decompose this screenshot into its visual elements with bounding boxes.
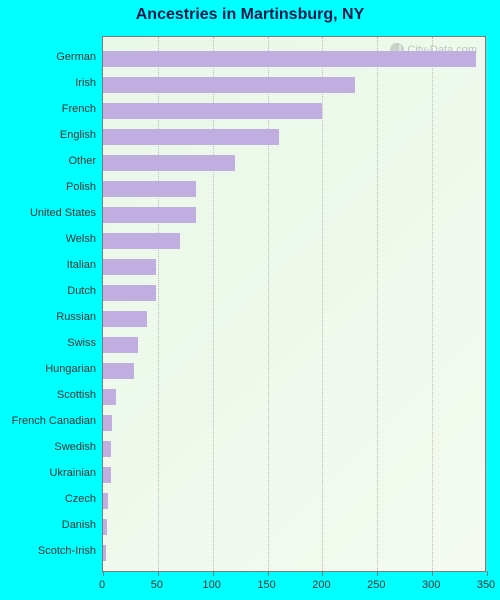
y-axis-label: United States [0, 207, 96, 219]
plot-wrap: City-Data.com 050100150200250300350 [102, 36, 486, 572]
gridline [487, 37, 488, 571]
y-axis-label: French [0, 103, 96, 115]
x-tick [213, 571, 214, 576]
bar [103, 519, 107, 535]
y-axis-label: Polish [0, 181, 96, 193]
bar [103, 103, 322, 119]
bar [103, 337, 138, 353]
x-tick [268, 571, 269, 576]
bar [103, 207, 196, 223]
y-axis-label: Scottish [0, 389, 96, 401]
y-axis-label: Danish [0, 519, 96, 531]
bar [103, 545, 106, 561]
y-axis-label: Other [0, 155, 96, 167]
x-axis-label: 150 [257, 579, 275, 591]
y-axis-label: Czech [0, 493, 96, 505]
bar [103, 311, 147, 327]
y-axis-label: Irish [0, 77, 96, 89]
y-axis-label: Hungarian [0, 363, 96, 375]
x-tick [103, 571, 104, 576]
x-tick [158, 571, 159, 576]
bar [103, 389, 116, 405]
x-tick [377, 571, 378, 576]
gridline [322, 37, 323, 571]
y-axis-label: Ukrainian [0, 467, 96, 479]
gridline [432, 37, 433, 571]
bar [103, 259, 156, 275]
bar [103, 155, 235, 171]
bar [103, 285, 156, 301]
bar [103, 441, 111, 457]
chart-container: Ancestries in Martinsburg, NY City-Data.… [0, 0, 500, 600]
bar [103, 233, 180, 249]
y-axis-label: Swiss [0, 337, 96, 349]
x-axis-label: 250 [367, 579, 385, 591]
y-axis-label: Swedish [0, 441, 96, 453]
x-axis-label: 0 [99, 579, 105, 591]
chart-title: Ancestries in Martinsburg, NY [0, 0, 500, 28]
x-axis-label: 50 [151, 579, 163, 591]
x-tick [487, 571, 488, 576]
x-axis-label: 100 [203, 579, 221, 591]
y-axis-label: Welsh [0, 233, 96, 245]
bar [103, 493, 108, 509]
y-axis-label: Russian [0, 311, 96, 323]
x-tick [322, 571, 323, 576]
y-axis-label: German [0, 51, 96, 63]
x-axis-label: 300 [422, 579, 440, 591]
y-axis-label: Scotch-Irish [0, 545, 96, 557]
gridline [377, 37, 378, 571]
bar [103, 51, 476, 67]
bar [103, 77, 355, 93]
bar [103, 467, 111, 483]
bar [103, 415, 112, 431]
y-axis-label: English [0, 129, 96, 141]
bar [103, 129, 279, 145]
y-axis-label: Dutch [0, 285, 96, 297]
y-axis-label: French Canadian [0, 415, 96, 427]
bar [103, 363, 134, 379]
plot-area: City-Data.com [102, 36, 486, 572]
y-axis-label: Italian [0, 259, 96, 271]
x-tick [432, 571, 433, 576]
x-axis-label: 200 [312, 579, 330, 591]
x-axis-label: 350 [477, 579, 495, 591]
bar [103, 181, 196, 197]
